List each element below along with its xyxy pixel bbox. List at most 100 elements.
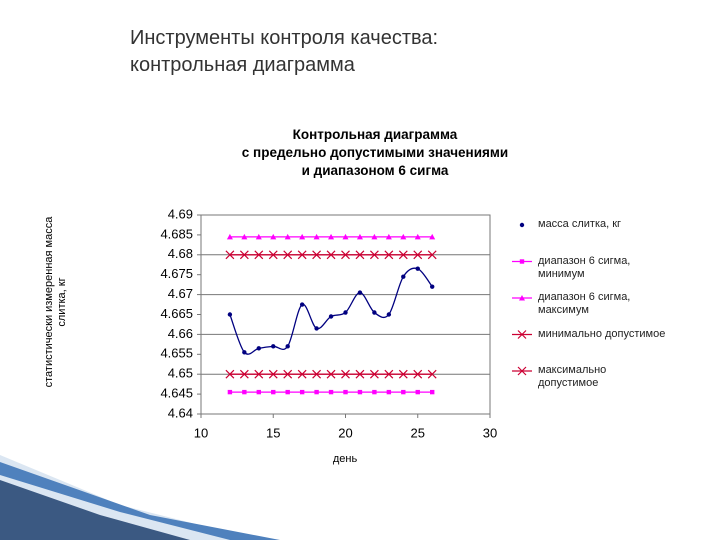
point — [430, 389, 435, 395]
point — [256, 389, 261, 395]
point — [401, 389, 406, 395]
point — [283, 369, 293, 379]
decoration — [0, 480, 190, 540]
point — [372, 310, 377, 315]
point — [372, 389, 377, 395]
point — [314, 389, 319, 395]
point — [386, 389, 392, 395]
legend-label: диапазон 6 сигма, максимум — [538, 291, 631, 316]
point — [297, 250, 307, 260]
point — [226, 233, 233, 240]
y-tick-label: 4.68 — [168, 246, 193, 261]
legend-label: минимально допустимое — [538, 327, 666, 340]
x-tick-label: 15 — [266, 425, 280, 440]
point — [356, 233, 363, 240]
point — [357, 290, 363, 295]
point — [413, 369, 423, 379]
point — [400, 233, 407, 240]
point — [312, 250, 322, 260]
point — [384, 369, 394, 379]
point — [326, 250, 336, 260]
x-axis-label: день — [333, 453, 358, 465]
point — [268, 369, 278, 379]
legend-marker — [517, 366, 527, 376]
y-tick-label: 4.645 — [160, 386, 193, 401]
point — [242, 350, 247, 355]
slide-title: Инструменты контроля качества: контрольн… — [130, 27, 439, 76]
point — [299, 389, 305, 395]
point — [255, 233, 262, 240]
point — [326, 369, 336, 379]
point — [227, 312, 233, 317]
legend-label: диапазон 6 сигма, минимум — [538, 254, 631, 280]
point — [242, 389, 247, 395]
point — [369, 250, 379, 260]
point — [385, 233, 392, 240]
legend-label: максимально допустимое — [538, 364, 607, 389]
point — [384, 250, 394, 260]
point — [268, 250, 278, 260]
point — [355, 250, 365, 260]
y-tick-label: 4.685 — [160, 226, 193, 241]
point — [398, 369, 408, 379]
x-tick-label: 25 — [411, 425, 425, 440]
y-tick-label: 4.65 — [168, 366, 193, 381]
point — [328, 233, 335, 240]
point — [386, 312, 392, 317]
point — [271, 344, 276, 349]
point — [414, 233, 421, 240]
point — [398, 250, 408, 260]
series-line — [229, 267, 433, 355]
point — [415, 266, 420, 271]
point — [430, 284, 435, 289]
point — [341, 369, 350, 379]
point — [427, 250, 437, 260]
y-tick-label: 4.67 — [168, 286, 193, 301]
point — [254, 369, 264, 379]
legend-marker — [519, 259, 525, 264]
x-tick-label: 10 — [194, 425, 208, 440]
point — [343, 310, 348, 315]
point — [328, 389, 334, 395]
chart-title: Контрольная диаграмма с предельно допуст… — [241, 127, 509, 178]
y-tick-label: 4.665 — [160, 306, 193, 321]
point — [312, 369, 322, 379]
point — [284, 233, 291, 240]
point — [299, 233, 306, 240]
point — [343, 389, 348, 395]
y-tick-label: 4.655 — [160, 346, 193, 361]
point — [357, 389, 363, 395]
point — [285, 389, 290, 395]
point — [371, 233, 378, 240]
point — [427, 369, 437, 379]
point — [225, 369, 235, 379]
point — [270, 233, 277, 240]
y-tick-label: 4.675 — [160, 266, 193, 281]
point — [241, 233, 248, 240]
point — [239, 369, 249, 379]
point — [314, 326, 319, 331]
point — [256, 346, 261, 351]
point — [239, 250, 249, 260]
point — [342, 233, 349, 240]
point — [254, 250, 264, 260]
point — [355, 369, 365, 379]
point — [328, 314, 334, 319]
x-tick-label: 30 — [483, 425, 497, 440]
point — [401, 274, 406, 279]
point — [429, 233, 436, 240]
point — [369, 369, 379, 379]
point — [415, 389, 420, 395]
point — [227, 389, 233, 395]
point — [313, 233, 320, 240]
point — [283, 250, 293, 260]
point — [285, 344, 290, 349]
y-tick-label: 4.64 — [168, 405, 193, 420]
point — [341, 250, 350, 260]
y-tick-label: 4.69 — [168, 206, 193, 221]
legend-label: масса слитка, кг — [538, 218, 622, 230]
point — [225, 250, 235, 260]
legend-marker — [519, 295, 525, 301]
